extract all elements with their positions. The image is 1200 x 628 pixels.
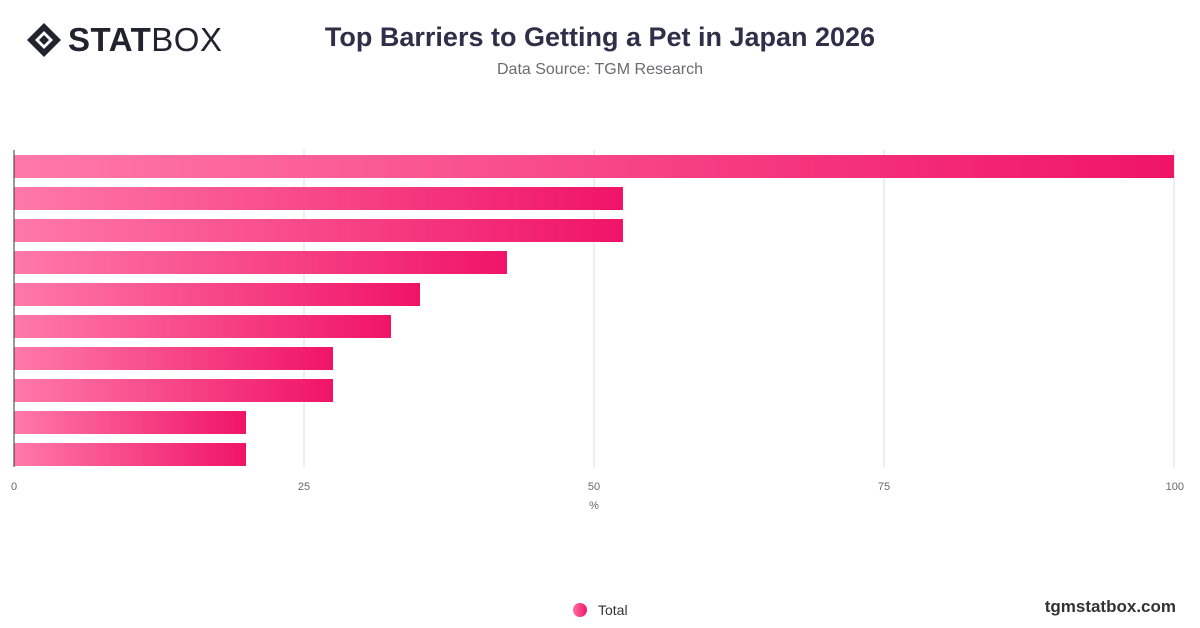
- x-axis-label: %: [589, 500, 599, 512]
- x-tick-label-25: 25: [298, 481, 310, 493]
- chart-title: Top Barriers to Getting a Pet in Japan 2…: [324, 22, 876, 52]
- bar-1[interactable]: [14, 155, 1174, 178]
- bar-2[interactable]: [14, 187, 623, 210]
- x-tick-label-100: 100: [1166, 481, 1184, 493]
- bar-4[interactable]: [14, 251, 507, 274]
- chart-subtitle: Data Source: TGM Research: [496, 61, 703, 78]
- x-tick-label-0: 0: [11, 481, 17, 493]
- bar-3[interactable]: [14, 219, 623, 242]
- bars: [14, 155, 1174, 466]
- logo-word-bold: STAT: [68, 21, 152, 58]
- x-tick-label-75: 75: [878, 481, 890, 493]
- statbox-logo: STATBOX: [26, 22, 222, 58]
- logo-wordmark: STATBOX: [68, 22, 222, 58]
- statbox-diamond-icon: [27, 23, 61, 57]
- bar-10[interactable]: [14, 443, 246, 466]
- footer-brand[interactable]: tgmstatbox.com: [1044, 597, 1176, 616]
- logo-word-light: BOX: [151, 21, 223, 58]
- bar-8[interactable]: [14, 379, 333, 402]
- legend-marker: [573, 603, 587, 617]
- x-tick-label-50: 50: [588, 481, 600, 493]
- legend-label: Total: [598, 602, 628, 618]
- bar-9[interactable]: [14, 411, 246, 434]
- legend-item-total[interactable]: Total: [573, 602, 628, 618]
- bar-7[interactable]: [14, 347, 333, 370]
- bar-6[interactable]: [14, 315, 391, 338]
- x-tick-labels: 0 25 50 75 100: [11, 481, 1184, 493]
- bar-5[interactable]: [14, 283, 420, 306]
